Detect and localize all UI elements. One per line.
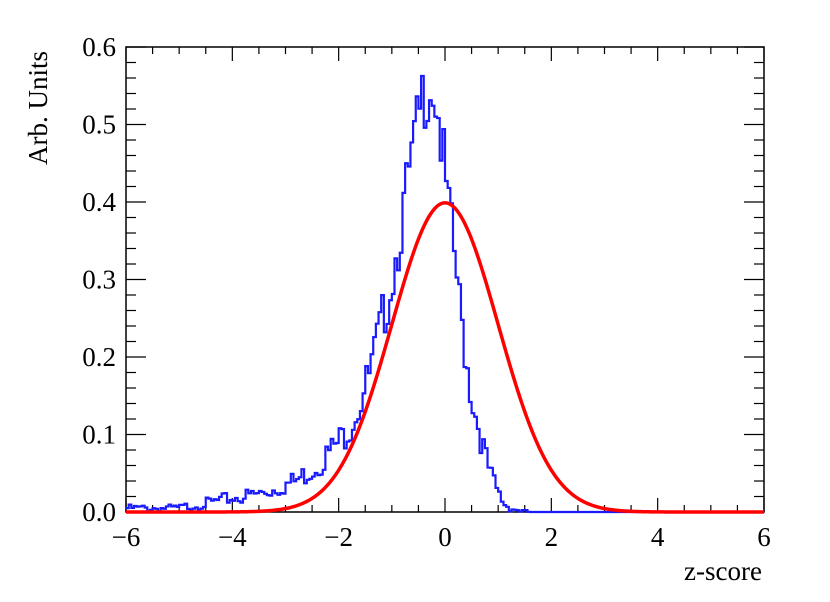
x-tick-label: −6 (112, 522, 141, 552)
x-tick-label: 6 (757, 522, 771, 552)
y-tick-label: 0.4 (82, 187, 116, 217)
y-tick-label: 0.6 (82, 32, 116, 62)
x-tick-label: −2 (324, 522, 353, 552)
x-axis-title: z-score (684, 556, 762, 586)
x-tick-label: 4 (651, 522, 665, 552)
histogram-series-line (126, 74, 764, 514)
y-tick-label: 0.0 (82, 497, 116, 527)
gaussian-series-line (126, 201, 764, 514)
y-tick-label: 0.2 (82, 342, 116, 372)
x-axis: −6 −4 −2 0 2 4 6 (112, 47, 771, 552)
x-tick-label: −4 (218, 522, 247, 552)
y-tick-label: 0.1 (82, 420, 116, 450)
y-axis: 0.0 0.1 0.2 0.3 0.4 0.5 0.6 (82, 32, 764, 527)
x-tick-label: 0 (438, 522, 452, 552)
x-tick-label: 2 (545, 522, 559, 552)
plot-frame (125, 46, 765, 513)
y-tick-label: 0.5 (82, 110, 116, 140)
y-tick-label: 0.3 (82, 265, 116, 295)
y-axis-title: Arb. Units (23, 51, 53, 165)
